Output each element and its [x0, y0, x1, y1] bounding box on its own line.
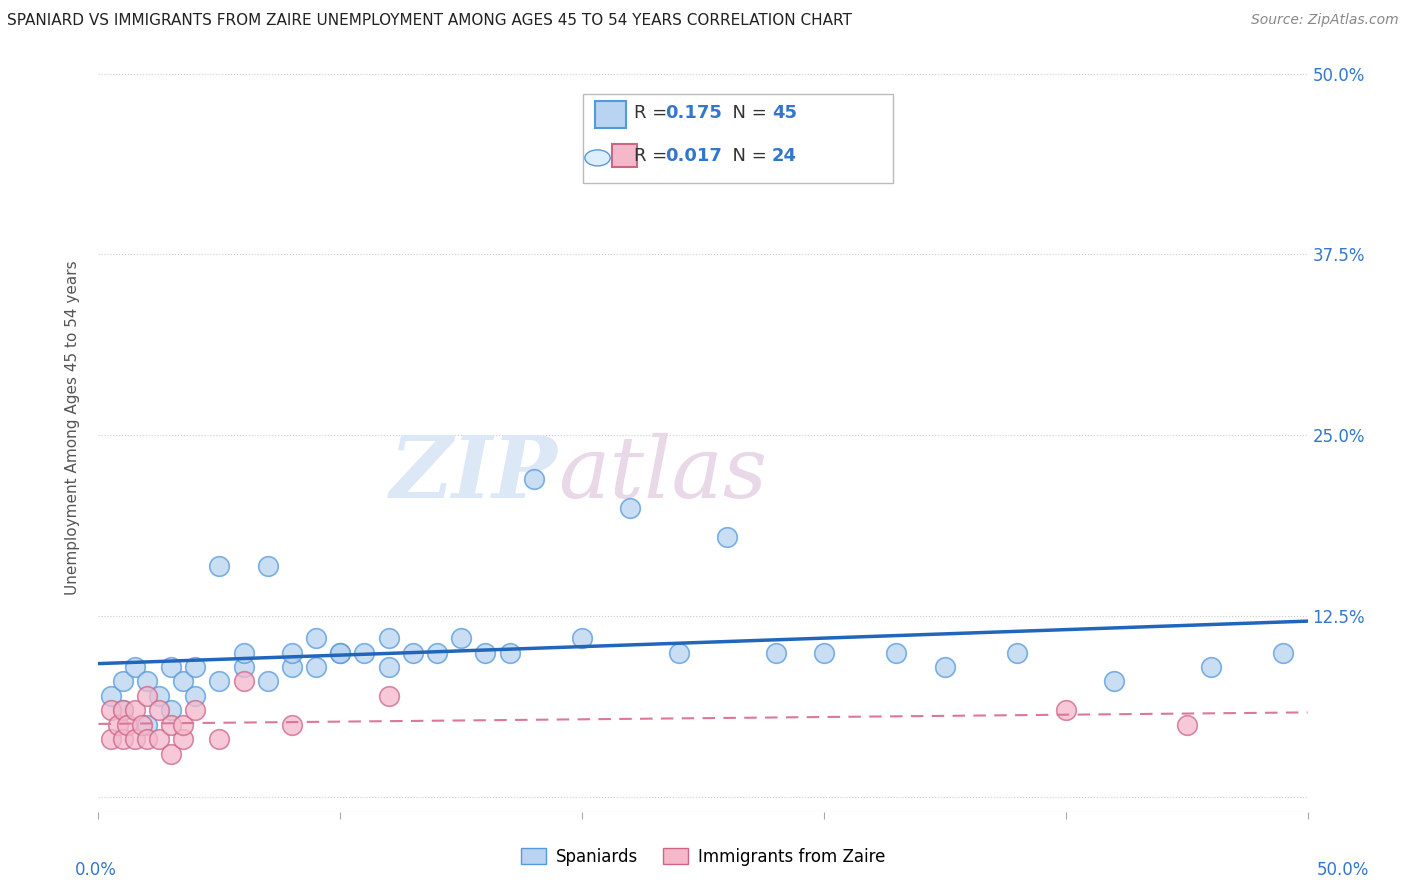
Text: 0.0%: 0.0%	[75, 861, 117, 879]
Point	[135, 732, 157, 747]
Text: SPANIARD VS IMMIGRANTS FROM ZAIRE UNEMPLOYMENT AMONG AGES 45 TO 54 YEARS CORRELA: SPANIARD VS IMMIGRANTS FROM ZAIRE UNEMPL…	[7, 13, 852, 29]
Point	[172, 718, 194, 732]
Point	[1007, 646, 1029, 660]
Point	[281, 718, 304, 732]
Point	[934, 660, 956, 674]
Point	[160, 718, 183, 732]
Point	[124, 732, 146, 747]
Point	[232, 674, 254, 689]
Point	[1272, 646, 1295, 660]
Point	[131, 718, 153, 732]
Legend: Spaniards, Immigrants from Zaire: Spaniards, Immigrants from Zaire	[515, 841, 891, 872]
Point	[135, 689, 157, 703]
Point	[184, 660, 207, 674]
Point	[232, 646, 254, 660]
Point	[256, 558, 278, 573]
Point	[160, 747, 183, 761]
Point	[111, 732, 134, 747]
Text: 0.017: 0.017	[665, 147, 721, 165]
Point	[208, 674, 231, 689]
Point	[377, 631, 399, 645]
Point	[148, 732, 170, 747]
Point	[135, 674, 157, 689]
Text: atlas: atlas	[558, 433, 768, 516]
Point	[184, 689, 207, 703]
Point	[353, 646, 375, 660]
Text: 0.175: 0.175	[665, 104, 721, 122]
Point	[571, 631, 593, 645]
Point	[716, 530, 738, 544]
Point	[208, 558, 231, 573]
Point	[377, 689, 399, 703]
Point	[148, 703, 170, 717]
Text: ZIP: ZIP	[389, 433, 558, 516]
Point	[498, 646, 520, 660]
Point	[765, 646, 787, 660]
Point	[886, 646, 908, 660]
Point	[111, 674, 134, 689]
Point	[117, 718, 139, 732]
Point	[160, 703, 183, 717]
Point	[329, 646, 352, 660]
Y-axis label: Unemployment Among Ages 45 to 54 years: Unemployment Among Ages 45 to 54 years	[65, 260, 80, 596]
Point	[100, 703, 122, 717]
Point	[450, 631, 472, 645]
Point	[1102, 674, 1125, 689]
Point	[1054, 703, 1077, 717]
Text: N =: N =	[721, 147, 773, 165]
Point	[107, 718, 129, 732]
Point	[148, 689, 170, 703]
Point	[474, 646, 496, 660]
Point	[111, 703, 134, 717]
Point	[402, 646, 425, 660]
Point	[377, 660, 399, 674]
Point	[281, 660, 304, 674]
Point	[329, 646, 352, 660]
Point	[1175, 718, 1198, 732]
Point	[305, 660, 328, 674]
Point	[172, 732, 194, 747]
Point	[426, 646, 449, 660]
Point	[305, 631, 328, 645]
Point	[1199, 660, 1222, 674]
Point	[256, 674, 278, 689]
Text: Source: ZipAtlas.com: Source: ZipAtlas.com	[1251, 13, 1399, 28]
Point	[232, 660, 254, 674]
Point	[619, 500, 641, 515]
Point	[100, 689, 122, 703]
Point	[111, 703, 134, 717]
Point	[523, 472, 546, 486]
Point	[813, 646, 835, 660]
Text: N =: N =	[721, 104, 773, 122]
Text: R =: R =	[634, 147, 673, 165]
Text: 24: 24	[772, 147, 797, 165]
Text: 45: 45	[772, 104, 797, 122]
Point	[668, 646, 690, 660]
Point	[184, 703, 207, 717]
Point	[135, 718, 157, 732]
Point	[281, 646, 304, 660]
Point	[124, 703, 146, 717]
Point	[172, 674, 194, 689]
Point	[160, 660, 183, 674]
Text: R =: R =	[634, 104, 673, 122]
Point	[100, 732, 122, 747]
Point	[208, 732, 231, 747]
Point	[124, 660, 146, 674]
Text: 50.0%: 50.0%	[1316, 861, 1369, 879]
